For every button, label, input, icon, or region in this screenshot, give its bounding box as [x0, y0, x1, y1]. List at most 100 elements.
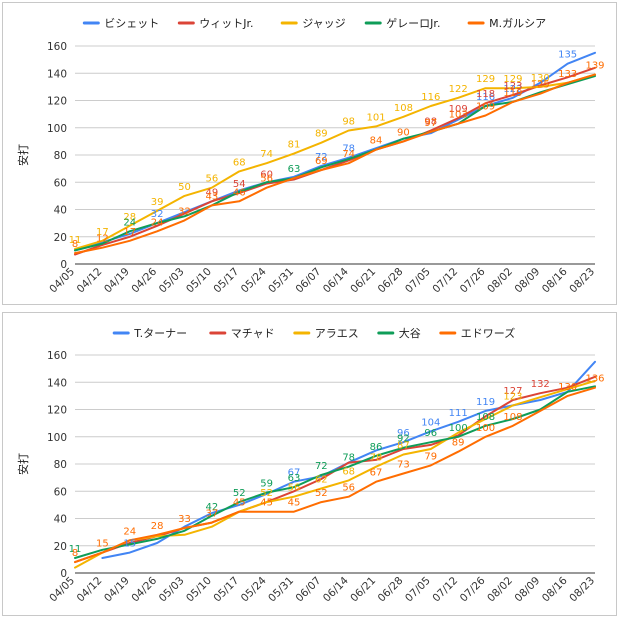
y-tick-label: 20: [54, 232, 67, 244]
legend-label: アラエス: [315, 327, 359, 340]
y-tick-label: 140: [47, 377, 67, 389]
data-label: 98: [424, 116, 437, 127]
data-label: 68: [342, 466, 355, 477]
x-tick-label: 06/07: [294, 575, 324, 605]
data-label: 52: [260, 488, 273, 499]
gridlines: [75, 354, 595, 574]
data-label: 33: [178, 514, 191, 525]
y-tick-label: 100: [47, 432, 67, 444]
x-tick-label: 05/10: [184, 575, 214, 605]
y-tick-label: 60: [54, 486, 67, 498]
legend-label: マチャド: [231, 327, 275, 340]
x-tick-label: 08/16: [540, 574, 570, 604]
data-label: 87: [397, 440, 410, 451]
legend-item: 大谷: [377, 326, 421, 340]
x-tick-label: 07/26: [458, 574, 488, 604]
data-label: 119: [476, 397, 495, 408]
data-label: 92: [397, 434, 410, 445]
data-label: 67: [288, 468, 301, 479]
data-label: 59: [260, 479, 273, 490]
data-label: 108: [476, 412, 495, 423]
data-label: 129: [476, 74, 495, 85]
data-label: 81: [288, 140, 301, 151]
x-tick-label: 05/03: [157, 575, 187, 605]
legend-label: エドワーズ: [461, 326, 515, 340]
x-tick-label: 08/09: [512, 575, 542, 605]
data-label: 56: [342, 483, 355, 494]
x-tick-label: 08/23: [567, 266, 597, 296]
data-label: 15: [123, 539, 136, 550]
x-tick-label: 05/31: [266, 266, 296, 296]
data-label: 8: [72, 239, 78, 250]
y-tick-label: 20: [54, 541, 67, 553]
legend-label: ジャッジ: [302, 17, 345, 30]
x-tick-label: 06/21: [348, 266, 378, 296]
line-chart-2: 02040608010012014016004/0504/1204/1904/2…: [16, 326, 605, 605]
data-label: 104: [421, 417, 440, 428]
data-label: 56: [288, 483, 301, 494]
y-axis-title: 安打: [16, 144, 30, 166]
x-tick-label: 07/05: [403, 575, 433, 605]
data-label: 49: [205, 187, 218, 198]
data-label: 52: [315, 488, 328, 499]
data-labels: 1161221357278324954609810911812311172839…: [69, 50, 605, 250]
x-tick-label: 05/24: [239, 574, 269, 604]
data-label: 72: [315, 152, 328, 163]
series-line: [74, 379, 596, 569]
series-line: [74, 75, 596, 252]
data-label: 122: [449, 84, 468, 95]
y-axis-title: 安打: [16, 453, 30, 475]
y-tick-label: 0: [60, 568, 67, 580]
data-label: 100: [476, 423, 495, 434]
data-label: 32: [151, 209, 164, 220]
legend-label: ゲレーロJr.: [386, 17, 440, 30]
y-tick-label: 40: [54, 205, 67, 217]
x-tick-label: 06/28: [376, 575, 406, 605]
data-label: 90: [397, 127, 410, 138]
data-label: 135: [558, 50, 577, 61]
x-tick-label: 06/07: [294, 266, 324, 296]
data-label: 78: [342, 144, 355, 155]
legend-label: ウィットJr.: [199, 17, 253, 30]
data-label: 11: [69, 235, 82, 246]
x-tick-label: 06/14: [321, 265, 351, 295]
x-tick-label: 04/19: [102, 575, 132, 605]
data-label: 125: [531, 80, 550, 91]
legend-label: 大谷: [399, 326, 421, 340]
y-tick-label: 120: [47, 96, 67, 108]
data-label: 69: [315, 156, 328, 167]
data-label: 52: [233, 488, 246, 499]
data-label: 43: [205, 191, 218, 202]
data-label: 130: [558, 382, 577, 393]
y-tick-label: 40: [54, 514, 67, 526]
series-lines: [74, 51, 596, 256]
data-label: 56: [260, 174, 273, 185]
x-tick-label: 07/12: [430, 266, 460, 296]
data-label: 119: [503, 88, 522, 99]
x-tick-label: 07/12: [430, 575, 460, 605]
data-label: 60: [260, 170, 273, 181]
data-label: 28: [123, 212, 136, 223]
data-label: 46: [233, 187, 246, 198]
x-tick-label: 05/03: [157, 266, 187, 296]
data-label: 45: [260, 498, 273, 509]
x-tick-label: 05/17: [211, 266, 241, 296]
data-label: 63: [288, 164, 301, 175]
data-label: 129: [503, 74, 522, 85]
y-tick-label: 60: [54, 177, 67, 189]
line-chart-1: 02040608010012014016004/0504/1204/1904/2…: [16, 17, 605, 296]
data-label: 11: [69, 544, 82, 555]
data-label: 109: [476, 101, 495, 112]
x-tick-label: 07/05: [403, 266, 433, 296]
x-tick-label: 05/10: [184, 266, 214, 296]
data-labels: 15 104 111 119 67 96 127 132 78 87 123 52 56 62 68 11 52…: [69, 374, 605, 559]
data-label: 100: [449, 423, 468, 434]
data-label: 45: [233, 498, 246, 509]
data-label: 130: [531, 73, 550, 84]
data-label: 101: [367, 112, 386, 123]
data-label: 98: [342, 116, 355, 127]
legend-label: ビシェット: [104, 17, 159, 30]
data-label: 37: [205, 509, 218, 520]
data-label: 28: [151, 521, 164, 532]
data-label: 45: [288, 498, 301, 509]
